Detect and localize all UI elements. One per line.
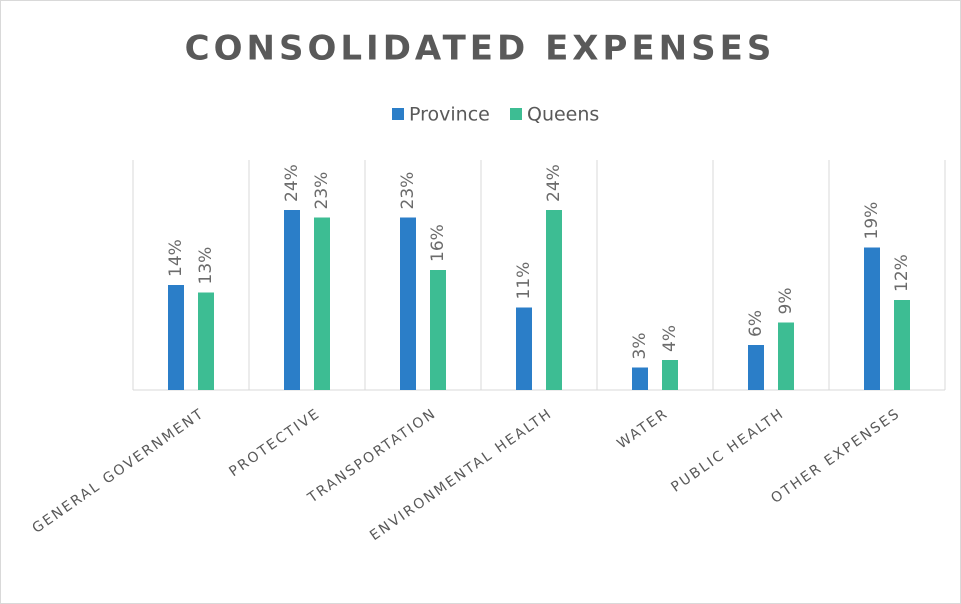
bar: [632, 367, 648, 390]
value-label: 12%: [892, 254, 912, 292]
value-label: 3%: [630, 333, 650, 360]
bar: [314, 217, 330, 390]
bar: [198, 292, 214, 390]
bar: [748, 345, 764, 390]
bar: [546, 210, 562, 390]
value-label: 23%: [312, 172, 332, 210]
bar: [284, 210, 300, 390]
bar: [516, 307, 532, 390]
bar: [168, 285, 184, 390]
value-label: 13%: [196, 247, 216, 285]
value-label: 16%: [428, 224, 448, 262]
legend-swatch: [510, 108, 522, 120]
value-label: 11%: [514, 262, 534, 300]
value-label: 4%: [660, 325, 680, 352]
bar: [864, 247, 880, 390]
value-label: 14%: [166, 239, 186, 277]
legend-swatch: [392, 108, 404, 120]
value-label: 6%: [746, 310, 766, 337]
bar: [778, 322, 794, 390]
legend-label: Queens: [527, 104, 599, 126]
bar: [662, 360, 678, 390]
value-label: 24%: [282, 164, 302, 202]
value-label: 9%: [776, 288, 796, 315]
chart-title: CONSOLIDATED EXPENSES: [185, 29, 776, 69]
value-label: 19%: [862, 202, 882, 240]
value-label: 24%: [544, 164, 564, 202]
legend-label: Province: [409, 104, 490, 126]
bar: [894, 300, 910, 390]
value-label: 23%: [398, 172, 418, 210]
bar: [430, 270, 446, 390]
bar: [400, 217, 416, 390]
